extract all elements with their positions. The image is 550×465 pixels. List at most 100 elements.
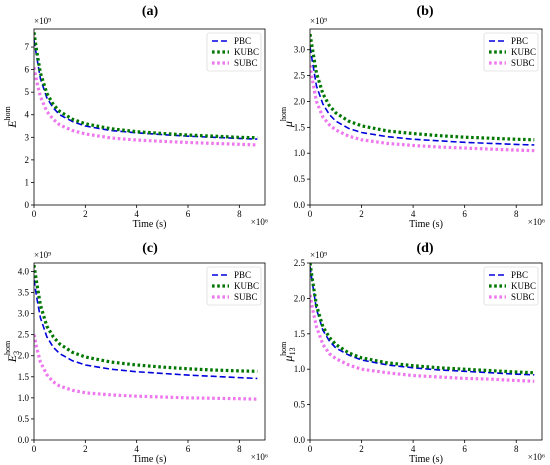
series-line-kubc: [34, 32, 258, 140]
x-tick-label: 6: [462, 444, 467, 454]
legend-box: [483, 266, 539, 306]
plot-frame: [33, 28, 266, 206]
x-tick-label: 4: [134, 209, 139, 219]
y-tick-label: 2.0: [18, 351, 30, 361]
x-tick-label: 2: [359, 444, 364, 454]
legend-label: PBC: [234, 36, 251, 46]
y-tick-label: 0.0: [294, 435, 306, 445]
y-tick-label: 1.5: [294, 329, 306, 339]
legend-label: SUBC: [234, 58, 258, 68]
y-axis-label: μ13hom: [279, 341, 297, 363]
y-tick-label: 3.5: [18, 288, 30, 298]
x-axis-label: Time (s): [133, 219, 167, 230]
chart-panel-1: (a) 0 2 4 6 8 0 1 2 3 4 5 6 7 ×10⁹ ×10⁶ Time (s) Ehom PBCK…: [3, 4, 268, 230]
x-tick-label: 0: [308, 444, 313, 454]
x-multiplier: ×10⁶: [528, 452, 545, 462]
x-tick-label: 2: [359, 209, 364, 219]
y-tick-label: 2.0: [294, 293, 306, 303]
plot-frame: [309, 28, 543, 206]
x-axis-label: Time (s): [133, 454, 167, 465]
y-tick-label: 0: [25, 200, 30, 210]
y-tick-label: 3.0: [18, 309, 30, 319]
x-tick-label: 8: [237, 444, 242, 454]
y-tick-label: 6: [25, 65, 30, 75]
chart-panel-3: (c) 0 2 4 6 8 0.0 0.5 1.0 1.5 2.0 2.5 3.0 3.5 4.0 ×10⁹ ×…: [3, 241, 268, 465]
legend-label: SUBC: [234, 292, 258, 302]
y-tick-label: 1: [25, 177, 30, 187]
x-multiplier: ×10⁶: [528, 217, 545, 227]
series-line-pbc: [310, 46, 535, 146]
panel-title: (c): [142, 241, 158, 256]
legend-label: PBC: [511, 36, 528, 46]
legend-box: [206, 32, 262, 72]
y-axis-label: Ehom: [3, 105, 19, 128]
x-tick-label: 6: [462, 209, 467, 219]
x-multiplier: ×10⁶: [251, 452, 268, 462]
legend-label: KUBC: [234, 47, 259, 57]
y-tick-label: 0.5: [18, 414, 30, 424]
series-line-pbc: [34, 279, 258, 380]
y-tick-label: 2.5: [294, 71, 306, 81]
x-multiplier: ×10⁶: [251, 217, 268, 227]
y-tick-label: 0.0: [294, 200, 306, 210]
y-tick-label: 1.0: [18, 393, 30, 403]
series-group: [310, 33, 535, 153]
series-line-kubc: [310, 263, 535, 375]
legend-label: PBC: [234, 270, 251, 280]
legend-label: KUBC: [511, 47, 536, 57]
panel-title: (a): [142, 4, 159, 19]
y-tick-label: 2: [25, 155, 30, 165]
y-tick-label: 2.0: [294, 96, 306, 106]
y-tick-label: 4: [25, 110, 30, 120]
legend-label: SUBC: [511, 58, 535, 68]
y-multiplier: ×10⁹: [310, 250, 327, 260]
y-tick-label: 5: [25, 87, 30, 97]
chart-panel-2: (b) 0 2 4 6 8 0.0 0.5 1.0 1.5 2.0 2.5 3.0 ×10⁹ ×10⁶ Tim…: [279, 4, 545, 230]
y-axis-label: μhom: [279, 106, 295, 128]
series-line-subc: [34, 67, 258, 147]
y-tick-label: 1.5: [294, 122, 306, 132]
plot-frame: [309, 262, 543, 441]
series-line-subc: [34, 334, 258, 401]
plot-frame: [33, 262, 266, 441]
series-line-subc: [310, 294, 535, 383]
x-tick-label: 0: [32, 444, 37, 454]
y-axis-label: E3hom: [3, 340, 21, 363]
series-line-subc: [310, 64, 535, 153]
panel-title: (d): [416, 241, 433, 256]
y-tick-label: 0.0: [18, 435, 30, 445]
series-group: [310, 263, 535, 383]
x-tick-label: 0: [32, 209, 37, 219]
series-line-kubc: [310, 33, 535, 142]
y-tick-label: 3.0: [294, 45, 306, 55]
x-tick-label: 2: [83, 209, 88, 219]
x-axis-label: Time (s): [409, 219, 443, 230]
y-multiplier: ×10⁹: [34, 16, 51, 26]
y-tick-label: 1.5: [18, 372, 30, 382]
x-tick-label: 0: [308, 209, 313, 219]
x-tick-label: 8: [514, 444, 519, 454]
y-multiplier: ×10⁹: [310, 16, 327, 26]
y-tick-label: 1.0: [294, 148, 306, 158]
y-tick-label: 1.0: [294, 364, 306, 374]
legend-box: [206, 266, 262, 306]
series-group: [34, 264, 258, 401]
x-tick-label: 8: [237, 209, 242, 219]
x-tick-label: 2: [83, 444, 88, 454]
x-axis-label: Time (s): [409, 454, 443, 465]
panel-title: (b): [416, 4, 433, 19]
series-group: [34, 32, 258, 147]
legend-label: PBC: [511, 270, 528, 280]
y-tick-label: 3: [25, 132, 30, 142]
y-multiplier: ×10⁹: [34, 250, 51, 260]
legend-label: KUBC: [511, 281, 536, 291]
legend-label: SUBC: [511, 292, 535, 302]
x-tick-label: 6: [186, 209, 191, 219]
legend-box: [483, 32, 539, 72]
y-tick-label: 2.5: [18, 330, 30, 340]
x-tick-label: 4: [411, 209, 416, 219]
y-tick-label: 0.5: [294, 400, 306, 410]
x-tick-label: 6: [186, 444, 191, 454]
y-tick-label: 0.5: [294, 174, 306, 184]
y-tick-label: 4.0: [18, 266, 30, 276]
